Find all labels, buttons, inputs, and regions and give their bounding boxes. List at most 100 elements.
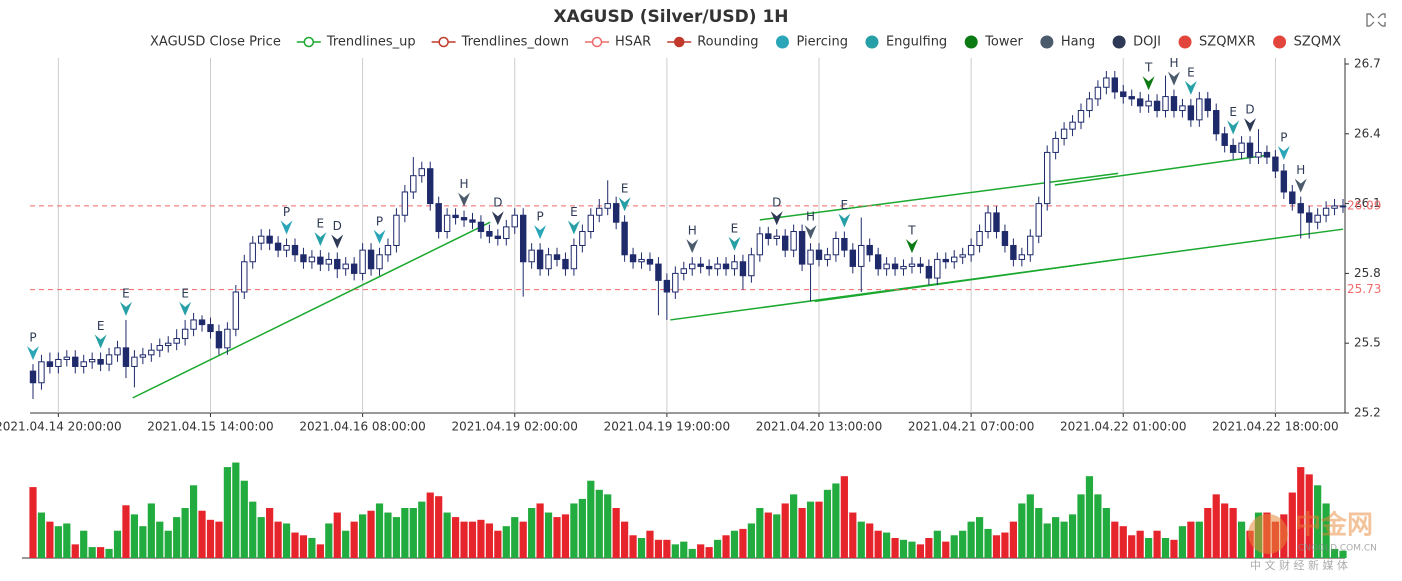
trendline: [132, 221, 491, 399]
legend-symbol: [1112, 35, 1126, 49]
volume-bar: [1035, 508, 1043, 558]
candle-body: [156, 345, 163, 351]
pattern-label: H: [460, 177, 469, 191]
candle-body: [1018, 254, 1026, 260]
volume-bar: [282, 523, 291, 558]
candle-body: [291, 244, 299, 256]
volume-bar: [502, 526, 510, 558]
y-tick-label: 26.4: [1354, 126, 1381, 140]
volume-bar: [63, 523, 71, 558]
candle-body: [38, 361, 45, 384]
candle-body: [148, 349, 155, 356]
candle-body: [807, 249, 814, 265]
candle-body: [604, 203, 611, 209]
chart-title: XAGUSD (Silver/USD) 1H: [553, 7, 788, 27]
legend-label: Piercing: [796, 35, 847, 50]
volume-bar: [1161, 538, 1170, 558]
candle-body: [570, 244, 578, 270]
volume-bar: [1330, 548, 1339, 558]
pattern-marker: [534, 225, 547, 240]
volume-bar: [342, 530, 350, 558]
volume-bar: [367, 510, 375, 558]
volume-bar: [1221, 503, 1229, 558]
volume-bar: [164, 530, 172, 558]
candle-body: [97, 358, 104, 365]
pattern-marker: [119, 301, 132, 316]
candle-body: [621, 221, 628, 256]
candle-body: [638, 258, 645, 263]
pattern-label: T: [1144, 61, 1153, 75]
candle-body: [207, 324, 214, 333]
candle-body: [908, 263, 916, 267]
candle-body: [241, 261, 248, 293]
candle-body: [511, 214, 518, 228]
volume-bar: [468, 521, 477, 558]
candle-body: [1035, 203, 1042, 237]
candle-body: [249, 242, 256, 263]
candle-body: [976, 231, 983, 246]
volume-bar: [1195, 521, 1203, 558]
volume-bar: [198, 510, 206, 558]
candle-body: [1196, 98, 1203, 121]
pattern-label: P: [1280, 131, 1287, 145]
volume-bar: [249, 501, 257, 558]
candle-body: [596, 207, 603, 216]
candle-body: [1305, 212, 1313, 223]
candle-body: [181, 328, 189, 340]
pattern-label: E: [122, 286, 130, 300]
legend-symbol: [775, 35, 789, 49]
volume-bar: [325, 523, 333, 558]
volume-bar: [1119, 526, 1127, 558]
volume-bar: [621, 521, 629, 558]
volume-bar: [536, 503, 544, 558]
volume-bar: [1018, 503, 1026, 558]
volume-bar: [189, 485, 198, 558]
volume-bar: [240, 480, 248, 558]
volume-bar: [992, 535, 1001, 558]
volume-bar: [823, 489, 832, 558]
volume-bar: [1178, 526, 1187, 558]
candle-body: [317, 256, 324, 265]
volume-bar: [1187, 521, 1195, 558]
candle-body: [1153, 100, 1161, 112]
candle-body: [1136, 98, 1144, 107]
candle-body: [1060, 128, 1068, 139]
candle-body: [689, 263, 696, 270]
candle-body: [1229, 144, 1237, 153]
volume-bar: [959, 530, 967, 558]
volume-bar: [612, 508, 620, 558]
volume-bar: [519, 521, 527, 558]
x-tick-label: 2021.04.16 08:00:00: [299, 420, 425, 434]
volume-bar: [604, 494, 612, 558]
volume-bar: [122, 505, 130, 558]
candle-body: [1255, 151, 1262, 158]
candle-body: [925, 265, 933, 279]
candle-body: [72, 356, 79, 367]
hsar-label: 26.09: [1347, 198, 1381, 212]
candle-body: [1263, 151, 1271, 158]
pattern-label: E: [181, 286, 189, 300]
watermark-logo: 中金网: [1295, 510, 1373, 541]
candle-body: [1043, 151, 1051, 205]
pattern-label: P: [536, 210, 543, 224]
pattern-marker: [905, 239, 918, 254]
pattern-label: D: [493, 196, 502, 210]
pattern-label: E: [1187, 65, 1195, 79]
candle-body: [350, 263, 358, 274]
fullscreen-icon[interactable]: [1366, 13, 1386, 27]
candle-body: [1322, 207, 1330, 216]
candle-body: [1069, 121, 1076, 130]
pattern-marker: [567, 220, 580, 235]
volume-bar: [1297, 467, 1305, 558]
legend-label: Hang: [1061, 35, 1095, 50]
volume-bar: [156, 521, 164, 558]
candle-body: [1179, 105, 1186, 112]
legend-label: Tower: [984, 35, 1023, 50]
volume-bar: [257, 517, 265, 558]
candle-body: [790, 231, 797, 251]
volume-bar: [29, 487, 37, 558]
legend-label: Engulfing: [886, 35, 947, 50]
candle-body: [80, 361, 87, 367]
volume-bar: [730, 530, 739, 558]
volume-bar: [1237, 521, 1246, 558]
